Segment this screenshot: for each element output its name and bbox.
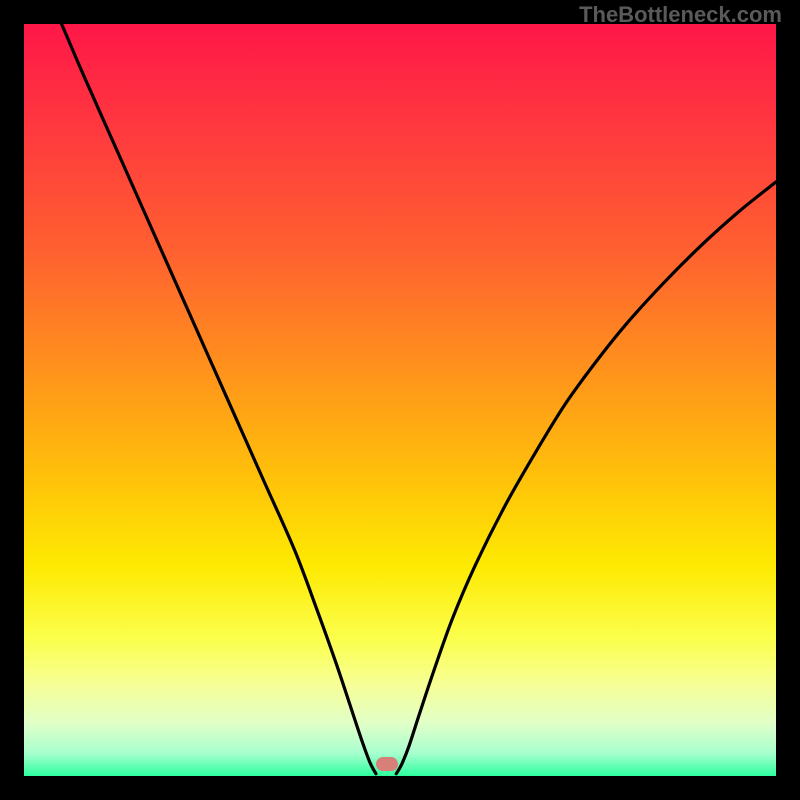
chart-plot-area xyxy=(24,24,776,776)
bottleneck-curve xyxy=(24,24,776,776)
selection-marker xyxy=(376,757,398,771)
watermark-text: TheBottleneck.com xyxy=(579,2,782,28)
